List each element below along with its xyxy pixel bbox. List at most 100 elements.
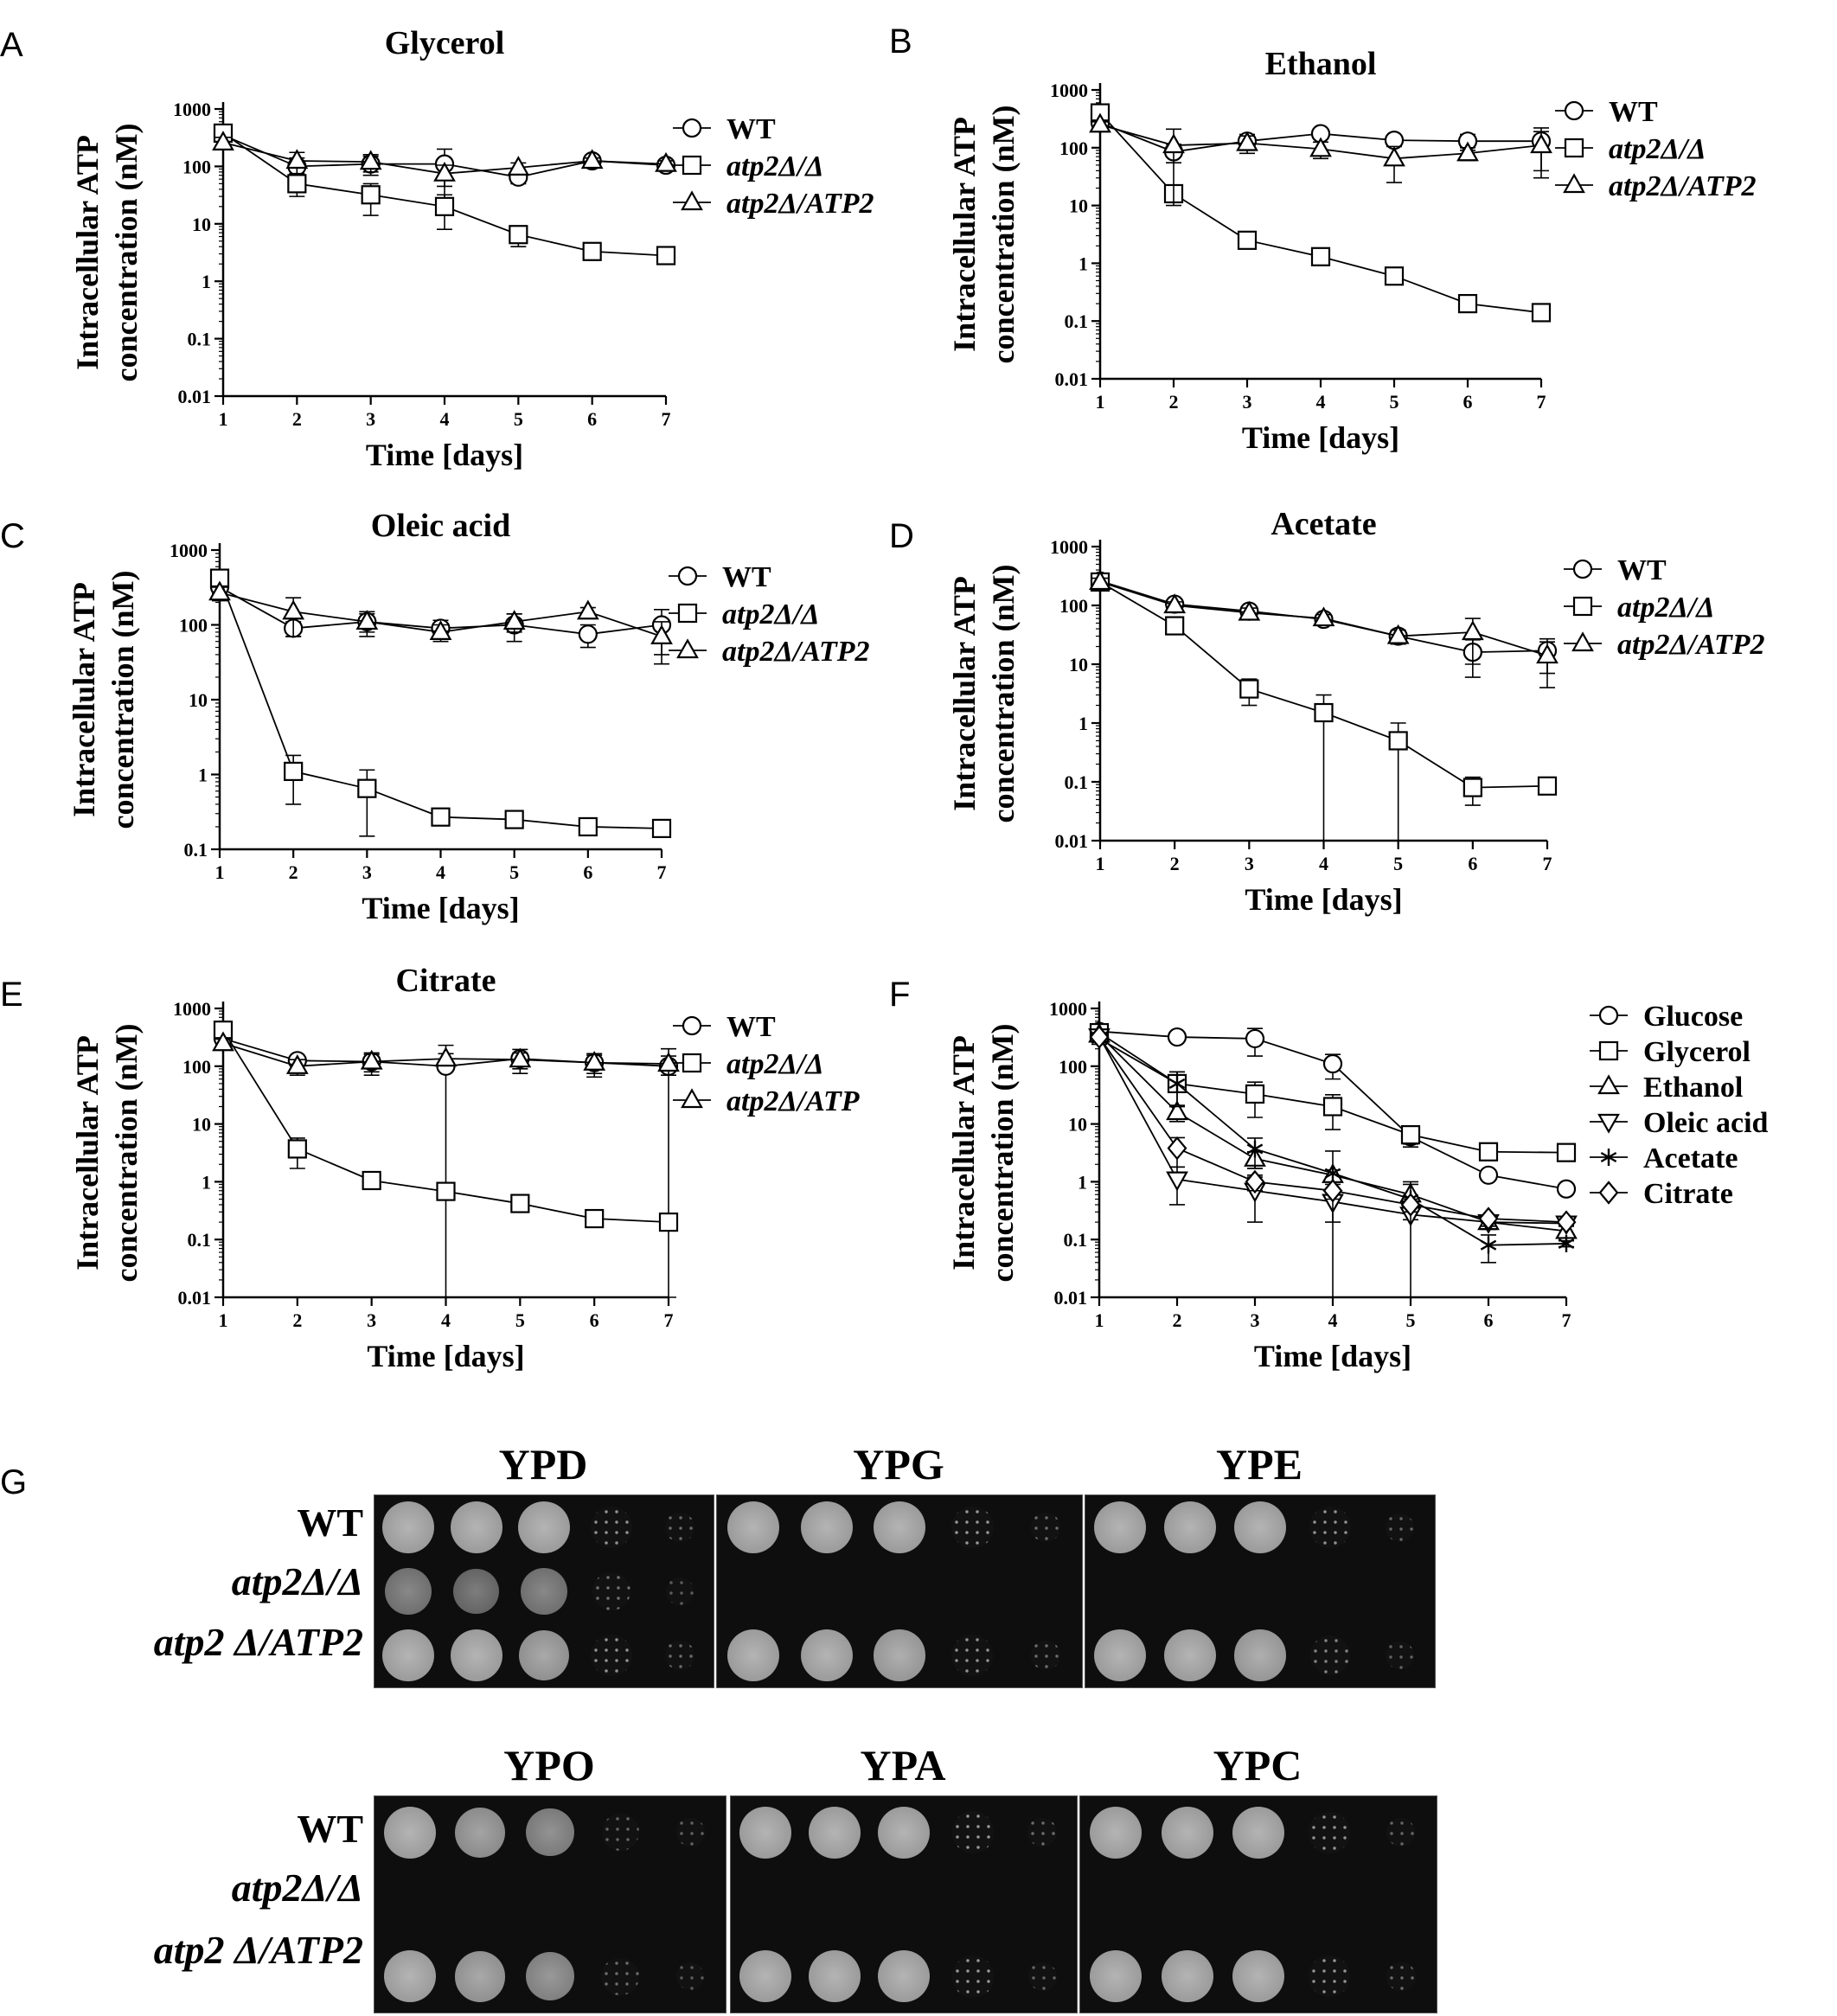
data-point-marker: [1246, 1140, 1264, 1158]
data-point-marker: [1236, 131, 1258, 151]
series-atp2-atp2: [1089, 112, 1552, 207]
panel-letter-d: D: [889, 517, 914, 555]
panel-letter-c: C: [0, 517, 25, 555]
y-axis-label-line-2: concentration (nM): [109, 124, 144, 382]
data-point-marker: [1388, 731, 1408, 751]
yeast-spot: [1386, 1818, 1416, 1847]
chart-acetate: Acetate 0.01 0.1 1 10 100 1000 1 2 3 4 5 6 7 Time [day…: [947, 506, 1765, 917]
series-atp2-atp2: [1089, 570, 1559, 688]
yeast-spot: [809, 1806, 861, 1859]
data-point-marker: [1089, 112, 1111, 133]
data-point-marker: [355, 610, 379, 630]
x-tick-label: 1: [1096, 853, 1105, 874]
legend-label: Ethanol: [1643, 1072, 1743, 1104]
data-point-marker: [510, 1194, 530, 1213]
yeast-spot: [1164, 1629, 1217, 1681]
yeast-spot: [951, 1811, 995, 1854]
legend-marker: [1564, 100, 1584, 121]
legend-marker: [681, 190, 703, 211]
data-point-marker: [651, 818, 672, 838]
x-tick-label: 2: [1170, 853, 1180, 874]
series-atp2-atp2: [212, 131, 677, 188]
y-axis-label-line-1: Intracellular ATP: [70, 135, 105, 370]
yeast-spot: [874, 1629, 925, 1681]
yeast-spot: [727, 1629, 780, 1681]
legend-item-atp2-atp: atp2Δ/ATP: [673, 1085, 860, 1117]
data-point-marker: [285, 1054, 309, 1074]
x-tick-label: 7: [1537, 391, 1546, 413]
yeast-spot: [525, 1952, 575, 2001]
data-point-marker: [282, 599, 305, 620]
legend-item-atp2: atp2Δ/Δ: [1564, 592, 1715, 624]
yeast-spot: [727, 1501, 780, 1553]
x-tick-label: 4: [440, 408, 450, 430]
x-axis-label: Time [days]: [1254, 1339, 1411, 1373]
x-tick-label: 3: [366, 408, 375, 430]
data-point-marker: [578, 816, 598, 837]
legend-item-atp2: atp2Δ/Δ: [673, 150, 824, 182]
legend-label: Oleic acid: [1643, 1107, 1769, 1139]
yeast-spot: [676, 1962, 705, 1991]
chart-ethanol: Ethanol 0.01 0.1 1 10 100 1000 1 2 3 4 5 6 7 Time [day…: [947, 46, 1757, 455]
yeast-spot: [951, 1634, 994, 1677]
y-tick-label: 1000: [173, 99, 211, 120]
yeast-spot: [739, 1806, 791, 1859]
data-point-marker: [361, 185, 381, 205]
yeast-spot: [800, 1501, 853, 1553]
yeast-spot: [1094, 1501, 1147, 1553]
y-tick-label: 1: [202, 1171, 211, 1193]
yeast-spot: [526, 1808, 574, 1857]
strain-label-wt: WT: [297, 1501, 363, 1545]
plate-title-ypc: YPC: [1213, 1741, 1303, 1789]
x-axis-label: Time [days]: [366, 438, 523, 472]
y-tick-label: 0.1: [1065, 310, 1089, 332]
y-tick-label: 0.1: [1064, 1229, 1088, 1251]
legend-item-wt: WT: [673, 1011, 776, 1043]
y-tick-label: 0.01: [178, 386, 212, 407]
chart-title: Oleic acid: [371, 508, 510, 544]
y-tick-label: 1: [1079, 713, 1088, 734]
data-point-marker: [433, 161, 456, 182]
legend-item-atp2: atp2Δ/Δ: [673, 1048, 824, 1080]
x-tick-label: 4: [441, 1309, 451, 1331]
y-tick-label: 10: [1069, 195, 1088, 217]
y-tick-label: 1: [1079, 253, 1088, 274]
y-tick-label: 1000: [173, 998, 211, 1020]
data-point-marker: [1245, 1169, 1265, 1194]
legend-label: atp2Δ/ATP2: [722, 636, 870, 668]
data-point-marker: [1322, 1097, 1343, 1117]
legend-item-wt: WT: [669, 561, 771, 593]
yeast-spot: [1027, 1817, 1057, 1847]
x-tick-label: 7: [662, 408, 671, 430]
y-axis-label-line-1: Intracellular ATP: [947, 117, 982, 352]
chart-oleic-acid: Oleic acid 0.1 1 10 100 1000 1 2 3 4 5 6 7 Time [days…: [67, 508, 870, 925]
yeast-spot: [878, 1950, 930, 2003]
legend-marker: [1563, 173, 1585, 194]
yeast-spot: [951, 1955, 995, 1998]
x-tick-label: 4: [1319, 853, 1328, 874]
x-tick-label: 1: [1096, 391, 1105, 413]
plate-title-ype: YPE: [1216, 1440, 1303, 1488]
legend-marker: [1598, 1040, 1619, 1061]
y-tick-label: 1000: [1050, 80, 1088, 101]
legend-item-oleic-acid: Oleic acid: [1590, 1107, 1769, 1139]
legend-item-atp2-atp2: atp2Δ/ATP2: [1564, 629, 1765, 661]
yeast-spot: [874, 1501, 925, 1553]
data-point-marker: [583, 1051, 606, 1071]
series-atp2-atp2: [208, 580, 673, 665]
y-tick-label: 0.1: [1065, 771, 1089, 793]
data-point-marker: [582, 241, 602, 261]
x-tick-label: 3: [367, 1309, 376, 1331]
plate-title-ypg: YPG: [853, 1440, 944, 1488]
y-tick-label: 100: [182, 1056, 211, 1078]
data-point-marker: [1167, 1136, 1187, 1161]
x-tick-label: 4: [1316, 391, 1326, 413]
yeast-spot: [1161, 1950, 1213, 2003]
data-point-marker: [1383, 146, 1405, 167]
data-point-marker: [1556, 1210, 1577, 1234]
legend-label: WT: [1609, 96, 1658, 128]
x-tick-label: 5: [514, 408, 523, 430]
series-wt: [213, 1028, 679, 1298]
y-tick-label: 0.1: [184, 839, 208, 861]
data-point-marker: [287, 174, 307, 194]
